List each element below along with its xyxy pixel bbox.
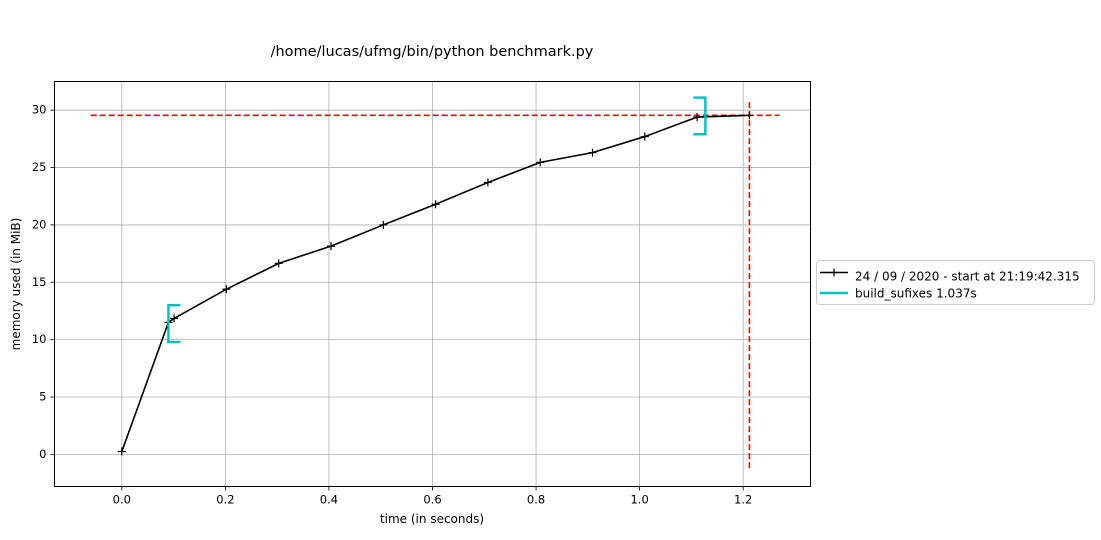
- data-point-marker: [222, 285, 231, 294]
- data-point-marker: [693, 113, 702, 122]
- y-axis-label: memory used (in MiB): [9, 218, 23, 351]
- x-tick-label: 1.2: [734, 493, 752, 507]
- data-point-marker: [379, 220, 388, 229]
- x-tick-label: 0.6: [423, 493, 441, 507]
- y-tick-label: 10: [32, 332, 47, 346]
- function-brackets: [167, 96, 707, 344]
- y-tick-label: 20: [32, 217, 47, 231]
- legend-box: [816, 260, 1095, 305]
- axis-ticks: 0.0 0.2 0.4 0.6 0.8 1.0 1.2 0 5 10 15 20 25 30: [32, 103, 752, 507]
- x-tick-label: 0.2: [216, 493, 234, 507]
- x-tick-label: 0.4: [320, 493, 338, 507]
- data-point-marker: [745, 111, 754, 120]
- data-point-marker: [431, 200, 440, 209]
- memory-series-line: [121, 114, 750, 452]
- x-axis-label: time (in seconds): [380, 512, 484, 526]
- data-point-marker: [588, 148, 597, 157]
- data-point-marker: [483, 178, 492, 187]
- chart-title: /home/lucas/ufmg/bin/python benchmark.py: [271, 44, 594, 60]
- data-point-marker: [327, 242, 336, 251]
- build-sufixes-start-bracket: [167, 304, 181, 344]
- data-point-marker: [274, 259, 283, 268]
- y-tick-label: 30: [32, 103, 47, 117]
- grid-lines: [54, 81, 811, 487]
- x-tick-label: 0.0: [113, 493, 131, 507]
- legend: 24 / 09 / 2020 - start at 21:19:42.315 b…: [816, 260, 1095, 305]
- data-point-marker: [640, 132, 649, 141]
- build-sufixes-end-bracket: [693, 96, 707, 136]
- data-point-marker: [170, 314, 179, 323]
- x-tick-label: 0.8: [527, 493, 545, 507]
- y-tick-label: 25: [32, 160, 47, 174]
- y-tick-label: 5: [39, 390, 46, 404]
- data-point-marker: [117, 447, 126, 456]
- y-tick-label: 0: [39, 447, 46, 461]
- peak-reference-lines: [90, 102, 780, 469]
- data-series: [117, 111, 754, 456]
- x-tick-label: 1.0: [630, 493, 648, 507]
- legend-label-build-sufixes: build_sufixes 1.037s: [855, 287, 977, 301]
- data-point-marker: [536, 158, 545, 167]
- legend-swatch-memory: [820, 268, 848, 277]
- y-tick-label: 15: [32, 275, 47, 289]
- legend-label-memory: 24 / 09 / 2020 - start at 21:19:42.315: [855, 270, 1080, 284]
